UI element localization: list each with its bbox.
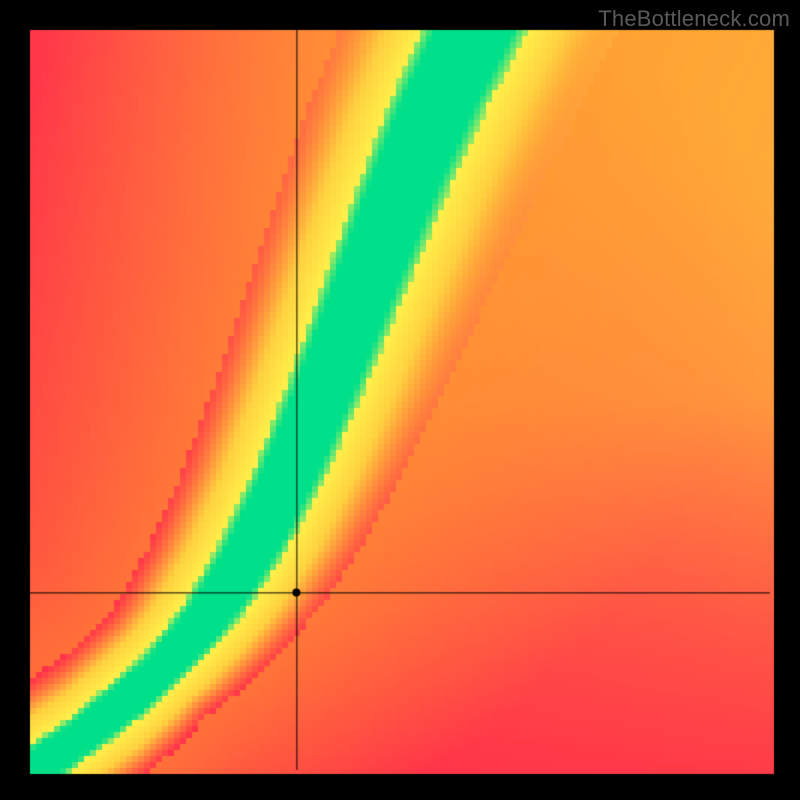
bottleneck-heatmap <box>0 0 800 800</box>
watermark-text: TheBottleneck.com <box>598 6 790 32</box>
